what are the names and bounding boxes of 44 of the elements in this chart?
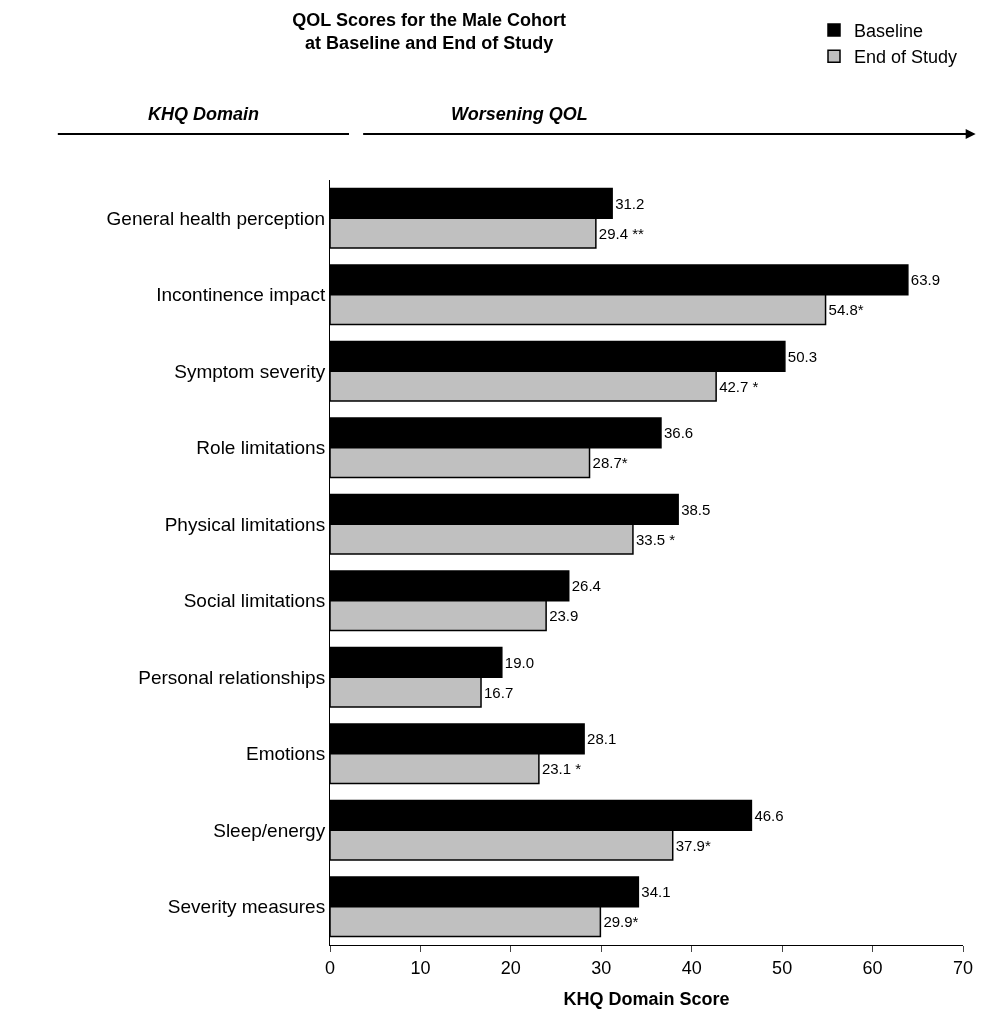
data-label: 63.9 [910, 271, 941, 289]
data-label: 23.1 * [541, 760, 582, 778]
x-tick-label: 10 [410, 957, 431, 978]
data-label: 19.0 [504, 653, 535, 671]
data-label: 37.9* [675, 836, 711, 854]
x-tick-label: 30 [591, 957, 612, 978]
x-tick-label: 0 [324, 957, 336, 978]
x-tick-label: 50 [772, 957, 793, 978]
data-label: 34.1 [641, 883, 671, 901]
data-label: 23.9 [549, 607, 579, 625]
y-tick-label: Severity measures [167, 896, 326, 918]
x-tick-label: 40 [681, 957, 702, 978]
y-tick-label: Symptom severity [174, 360, 326, 382]
x-tick-label: 60 [862, 957, 883, 978]
data-label: 28.1 [587, 730, 617, 748]
text: Worsening QOL [451, 104, 588, 124]
data-label: 33.5 * [635, 530, 676, 548]
text: KHQ Domain [148, 104, 260, 124]
data-label: 38.5 [681, 500, 711, 518]
x-tick-label: 70 [952, 957, 974, 978]
data-label: 31.2 [615, 194, 645, 212]
y-tick-label: Social limitations [183, 590, 326, 612]
data-label: 16.7 [484, 683, 514, 701]
y-tick-label: Personal relationships [138, 666, 326, 688]
y-tick-label: Sleep/energy [213, 819, 326, 841]
y-tick-label: Emotions [246, 743, 326, 765]
data-label: 50.3 [787, 347, 818, 365]
x-axis-title: KHQ Domain Score [563, 988, 730, 1009]
y-tick-label: Physical limitations [164, 513, 326, 535]
legend-label: End of Study [854, 47, 958, 68]
data-label: 42.7 * [719, 377, 759, 395]
x-tick-label: 20 [500, 957, 521, 978]
y-tick-label: Incontinence impact [156, 284, 326, 306]
legend-label: Baseline [854, 20, 924, 41]
y-tick-label: General health perception [106, 207, 326, 229]
y-tick-label: Role limitations [196, 437, 326, 459]
data-label: 36.6 [663, 424, 694, 442]
data-label: 54.8* [828, 301, 864, 319]
data-label: 28.7* [592, 454, 628, 472]
data-label: 29.9* [603, 913, 639, 931]
chart-title: QOL Scores for the Male Cohort at Baseline and End of Study [292, 9, 566, 54]
data-label: 29.4 ** [598, 224, 645, 242]
data-label: 26.4 [571, 577, 601, 595]
data-label: 46.6 [754, 806, 784, 824]
